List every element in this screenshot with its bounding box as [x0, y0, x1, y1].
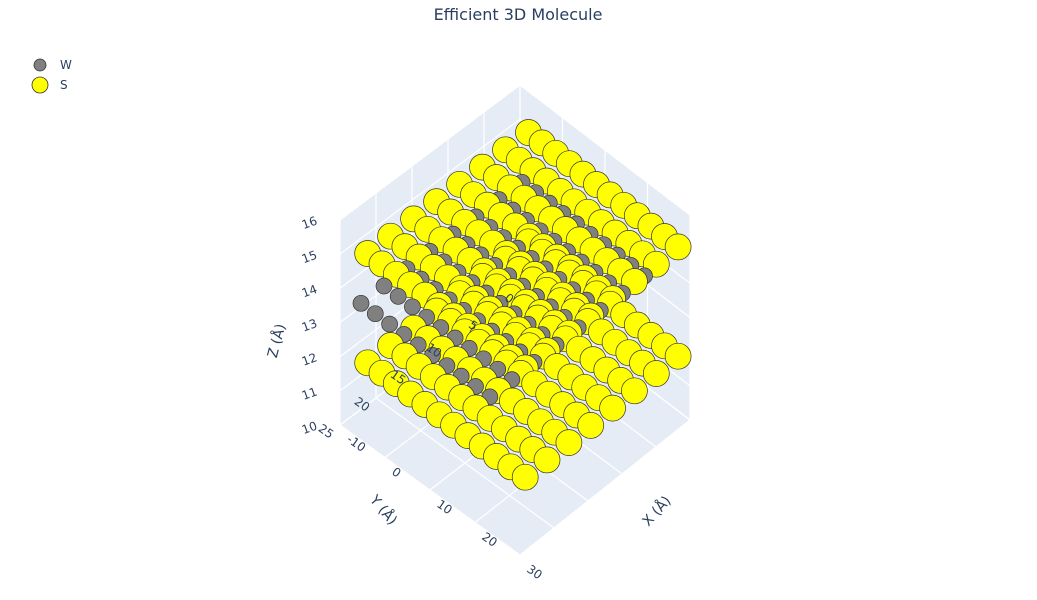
- s-atom[interactable]: [643, 361, 669, 387]
- s-atom[interactable]: [665, 234, 691, 260]
- x-axis-title: X (Å): [639, 492, 675, 529]
- x-tick-label: 0: [389, 464, 403, 480]
- s-atom[interactable]: [512, 464, 538, 490]
- x-tick-label: 30: [524, 562, 545, 582]
- w-atom[interactable]: [367, 306, 383, 322]
- z-tick-label: 13: [300, 316, 319, 334]
- legend-marker-w: [34, 59, 46, 71]
- z-tick-label: 10: [300, 419, 319, 437]
- s-atom[interactable]: [665, 343, 691, 369]
- w-atom[interactable]: [404, 299, 420, 315]
- z-tick-label: 12: [300, 350, 319, 368]
- w-atom[interactable]: [390, 288, 406, 304]
- s-atom[interactable]: [534, 447, 560, 473]
- legend-label-w[interactable]: W: [60, 58, 72, 72]
- z-tick-label: 14: [300, 282, 319, 300]
- w-atom[interactable]: [376, 278, 392, 294]
- w-atom[interactable]: [382, 316, 398, 332]
- s-atom[interactable]: [621, 378, 647, 404]
- s-atom[interactable]: [556, 430, 582, 456]
- scene-3d[interactable]: [340, 85, 691, 555]
- s-atom[interactable]: [600, 395, 626, 421]
- y-axis-title: Y (Å): [366, 491, 401, 528]
- z-axis-title: Z (Å): [264, 322, 289, 360]
- z-tick-label: 15: [300, 248, 319, 266]
- w-atom[interactable]: [353, 295, 369, 311]
- chart-title: Efficient 3D Molecule: [434, 5, 603, 24]
- z-tick-label: 16: [300, 214, 319, 232]
- legend-label-s[interactable]: S: [60, 78, 68, 92]
- z-tick-label: 11: [300, 384, 319, 402]
- legend[interactable]: W S: [32, 58, 72, 93]
- z-ticks: 10 11 12 13 14 15 16: [300, 214, 319, 437]
- legend-marker-s: [32, 77, 48, 93]
- s-atom[interactable]: [578, 412, 604, 438]
- y-tick-label: 25: [316, 421, 337, 441]
